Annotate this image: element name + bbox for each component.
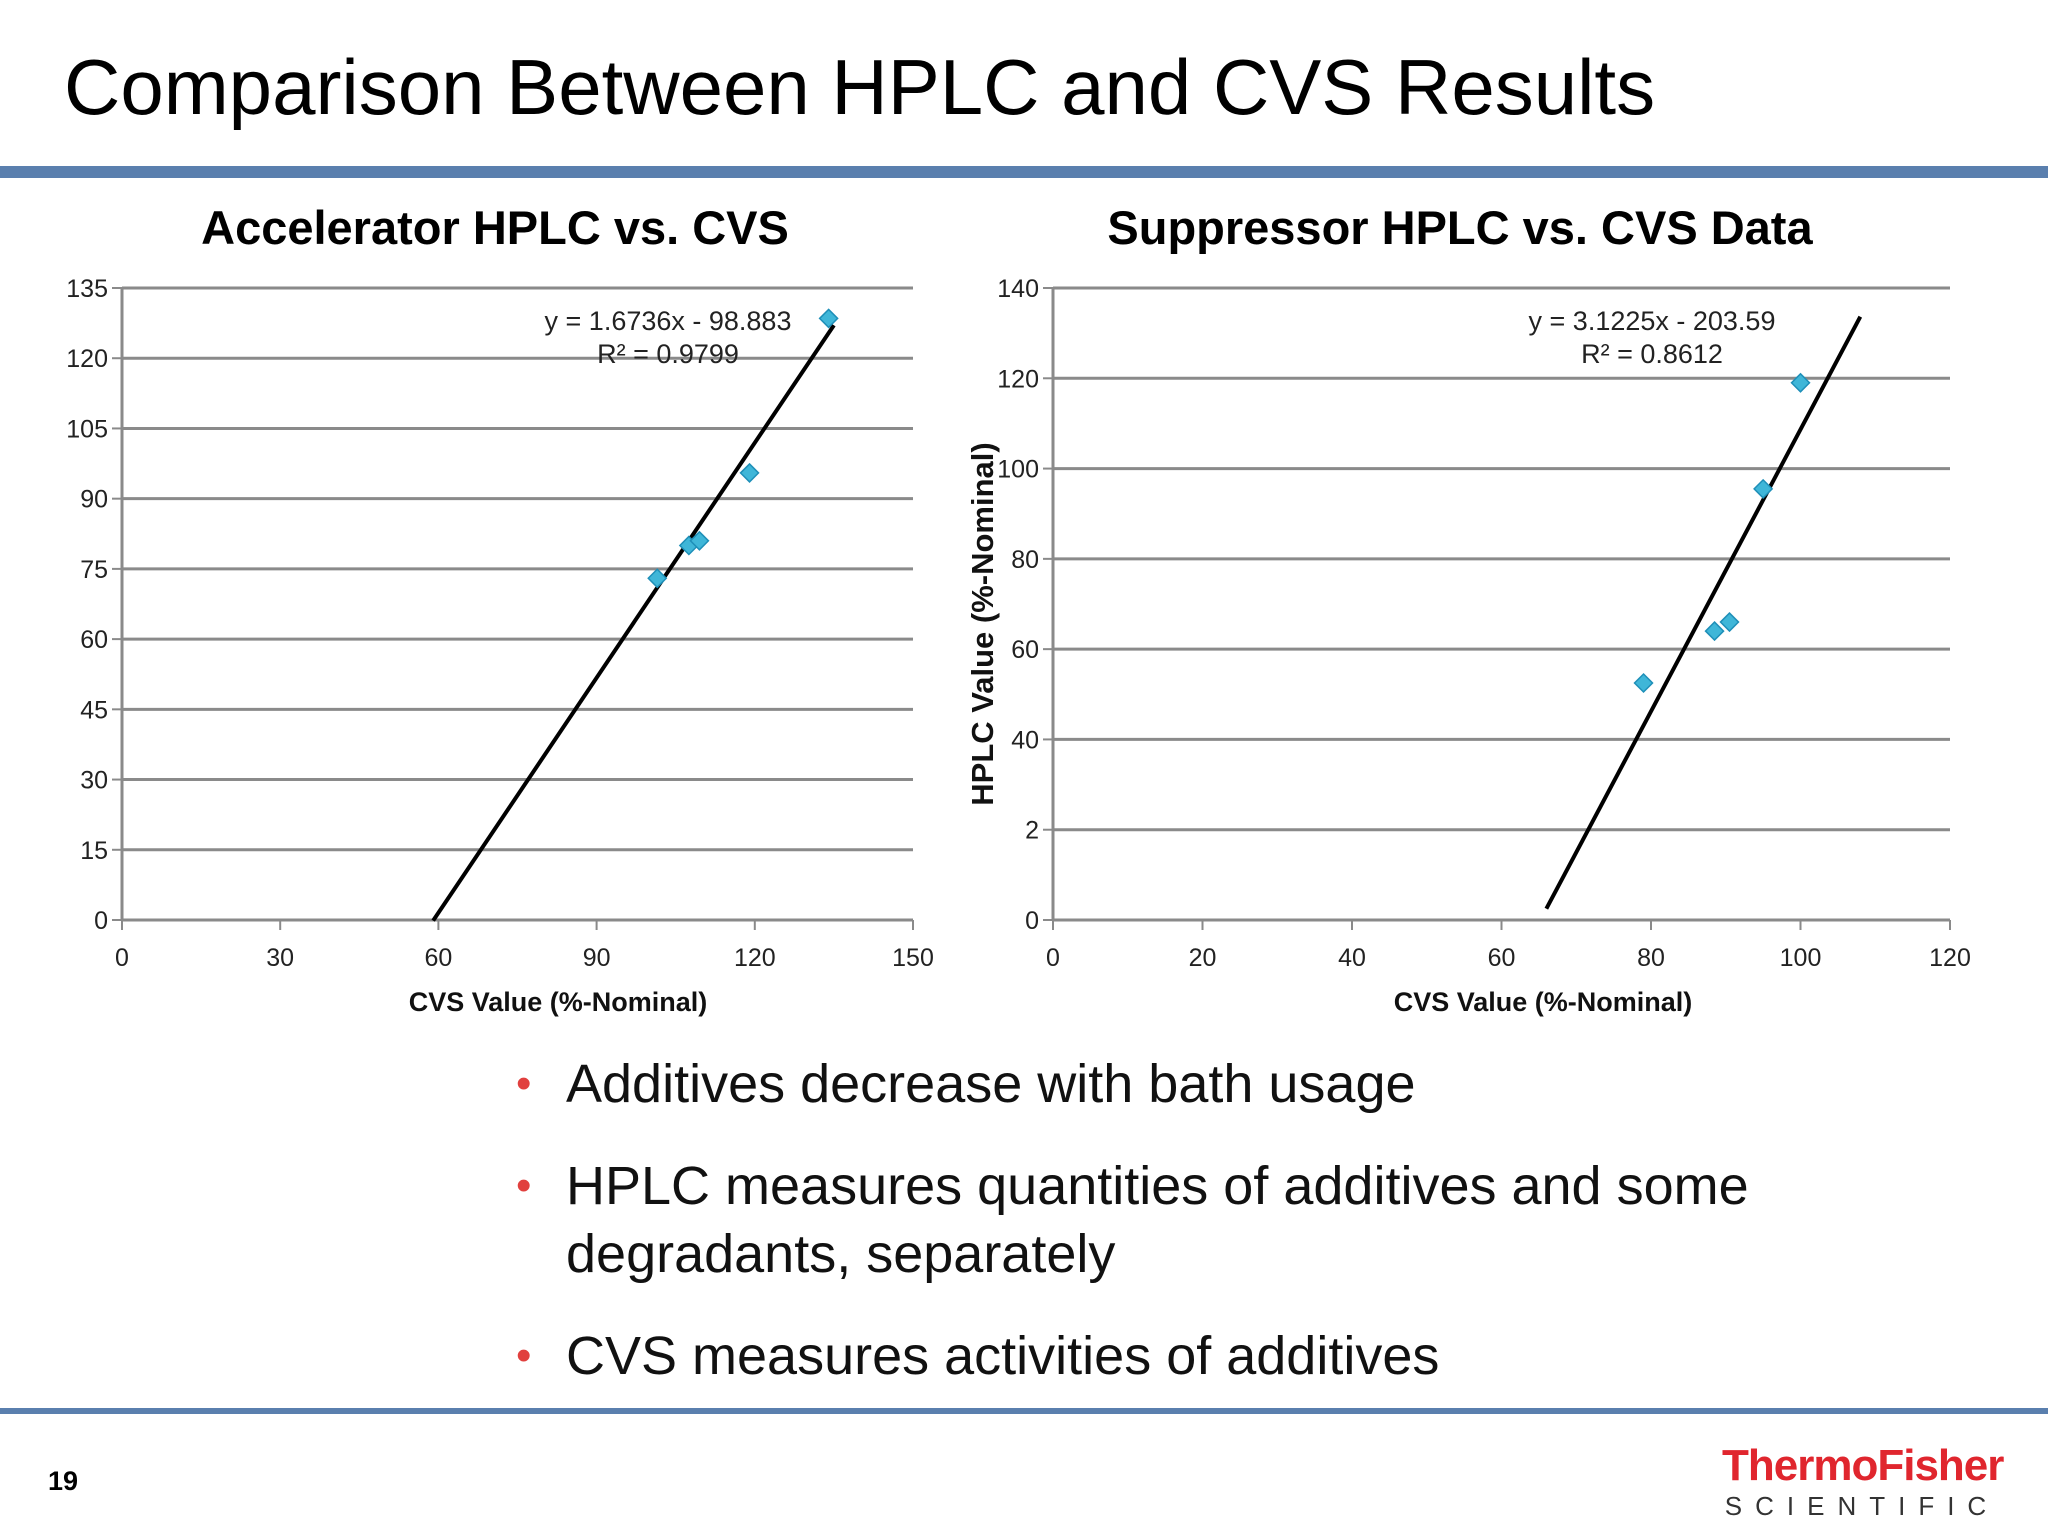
x-tick-label: 0 [115, 944, 129, 972]
trendline-equation: y = 3.1225x - 203.59 [1529, 306, 1776, 336]
x-tick-label: 0 [1046, 944, 1060, 972]
trendline-equation: y = 1.6736x - 98.883 [545, 306, 792, 336]
y-tick-label: 60 [1011, 636, 1039, 664]
bullet-dot-icon: • [516, 1059, 532, 1108]
y-tick-label: 135 [66, 275, 108, 303]
bullet-dot-icon: • [516, 1161, 532, 1210]
y-tick-label: 105 [66, 415, 108, 443]
y-tick-label: 2 [1025, 817, 1039, 845]
y-tick-label: 30 [80, 767, 108, 795]
bullet-list: • Additives decrease with bath usage • HPL… [510, 1050, 1810, 1424]
data-point [1719, 611, 1740, 633]
y-tick-label: 0 [1025, 907, 1039, 935]
logo-subtitle: SCIENTIFIC [1724, 1491, 2000, 1521]
suppressor-chart-title: Suppressor HPLC vs. CVS Data [1107, 201, 1813, 254]
y-tick-label: 140 [997, 275, 1039, 303]
y-tick-label: 60 [80, 626, 108, 654]
y-tick-label: 0 [94, 907, 108, 935]
bullet-dot-icon: • [516, 1331, 532, 1380]
bullet-item: • Additives decrease with bath usage [510, 1050, 1810, 1118]
x-tick-label: 120 [734, 944, 776, 972]
x-tick-label: 80 [1637, 944, 1665, 972]
y-tick-label: 90 [80, 486, 108, 514]
company-logo: ThermoFisher SCIENTIFIC [1722, 1441, 2004, 1522]
x-axis-label: CVS Value (%-Nominal) [409, 987, 708, 1017]
y-tick-label: 120 [997, 365, 1039, 393]
bullet-item: • HPLC measures quantities of additives a… [510, 1152, 1810, 1288]
data-point [1790, 372, 1811, 393]
data-point [1753, 478, 1774, 499]
trendline [431, 324, 836, 922]
r-squared-label: R² = 0.8612 [1581, 339, 1723, 369]
x-tick-label: 40 [1338, 944, 1366, 972]
data-point [1633, 672, 1654, 694]
accelerator-scatter-chart: 0 15 30 45 60 75 90 105 120 135 0 30 60 90 120 150 CVS V… [66, 275, 934, 1017]
x-tick-label: 20 [1189, 944, 1217, 972]
r-squared-label: R² = 0.9799 [597, 339, 739, 369]
data-point [818, 308, 839, 329]
y-tick-label: 120 [66, 345, 108, 373]
y-tick-label: 15 [80, 837, 108, 865]
title-divider [0, 166, 2048, 178]
y-tick-label: 75 [80, 556, 108, 584]
x-axis-label: CVS Value (%-Nominal) [1394, 987, 1693, 1017]
logo-wordmark: ThermoFisher [1722, 1441, 2004, 1490]
page-number: 19 [48, 1466, 79, 1496]
data-point [689, 530, 710, 551]
y-tick-label: 100 [997, 456, 1039, 484]
data-point [647, 568, 668, 589]
bullet-item: • CVS measures activities of additives [510, 1322, 1810, 1390]
x-tick-label: 100 [1780, 944, 1822, 972]
x-tick-label: 150 [892, 944, 934, 972]
x-tick-label: 90 [583, 944, 611, 972]
y-axis-label: HPLC Value (%-Nominal) [965, 442, 1000, 805]
footer-divider [0, 1408, 2048, 1414]
x-tick-label: 60 [424, 944, 452, 972]
data-point [1704, 621, 1725, 642]
y-tick-label: 40 [1011, 726, 1039, 754]
y-tick-label: 45 [80, 696, 108, 724]
accelerator-chart-title: Accelerator HPLC vs. CVS [201, 201, 789, 254]
x-tick-label: 30 [266, 944, 294, 972]
y-tick-label: 80 [1011, 546, 1039, 574]
suppressor-scatter-chart: 0 2 40 60 80 100 120 140 0 20 40 60 80 100 120 CVS Valu… [965, 275, 1971, 1017]
data-point [739, 462, 760, 483]
slide-title: Comparison Between HPLC and CVS Results [64, 43, 1656, 131]
x-tick-label: 120 [1929, 944, 1971, 972]
x-tick-label: 60 [1488, 944, 1516, 972]
trendline [1544, 315, 1863, 910]
